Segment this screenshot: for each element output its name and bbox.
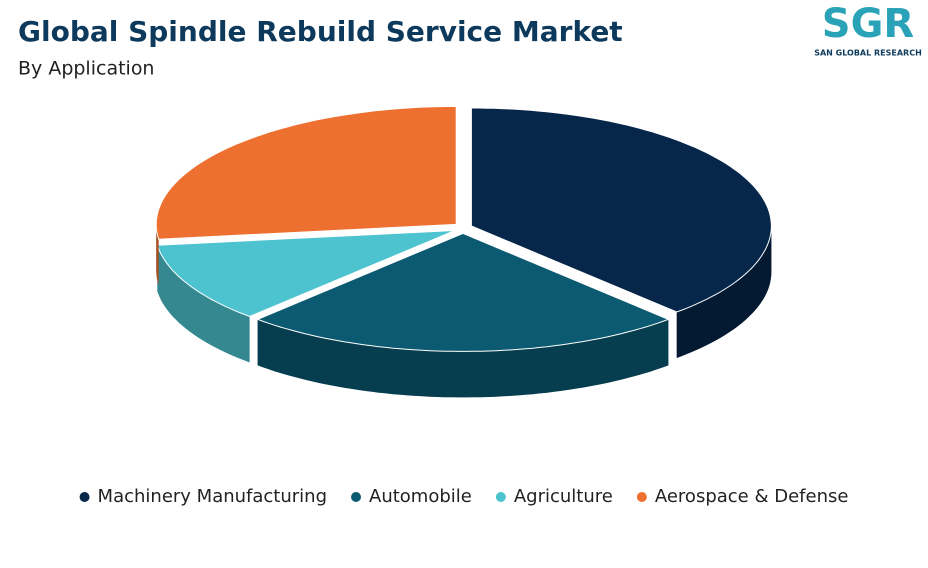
logo-mark: SGR [822,1,914,47]
chart-subtitle: By Application [18,58,154,80]
chart-title: Global Spindle Rebuild Service Market [18,15,623,48]
legend-label: Aerospace & Defense [655,486,849,507]
slice [470,107,772,358]
legend-marker [79,492,90,502]
slice-side [676,226,772,358]
slice-side-shade [676,226,772,358]
slice-side-shade [157,245,250,363]
legend-marker [351,492,362,502]
legend-label: Automobile [369,486,472,507]
slice-side-shade [257,319,669,398]
slice-side [157,245,250,363]
slice-side-shade [156,224,159,286]
slice-side [156,224,159,286]
slice-top [256,232,670,352]
slice-top [156,230,456,318]
legend-marker [495,492,506,502]
legend-label: Agriculture [514,486,613,507]
logo-name: SAN GLOBAL RESEARCH [814,49,922,58]
legend-marker [636,492,647,502]
legend-label: Machinery Manufacturing [98,486,327,507]
slice [156,230,456,363]
slice-side [257,319,669,398]
slice-top [470,107,772,313]
slice [256,232,670,398]
slice [155,105,457,286]
slice-top [155,105,457,240]
